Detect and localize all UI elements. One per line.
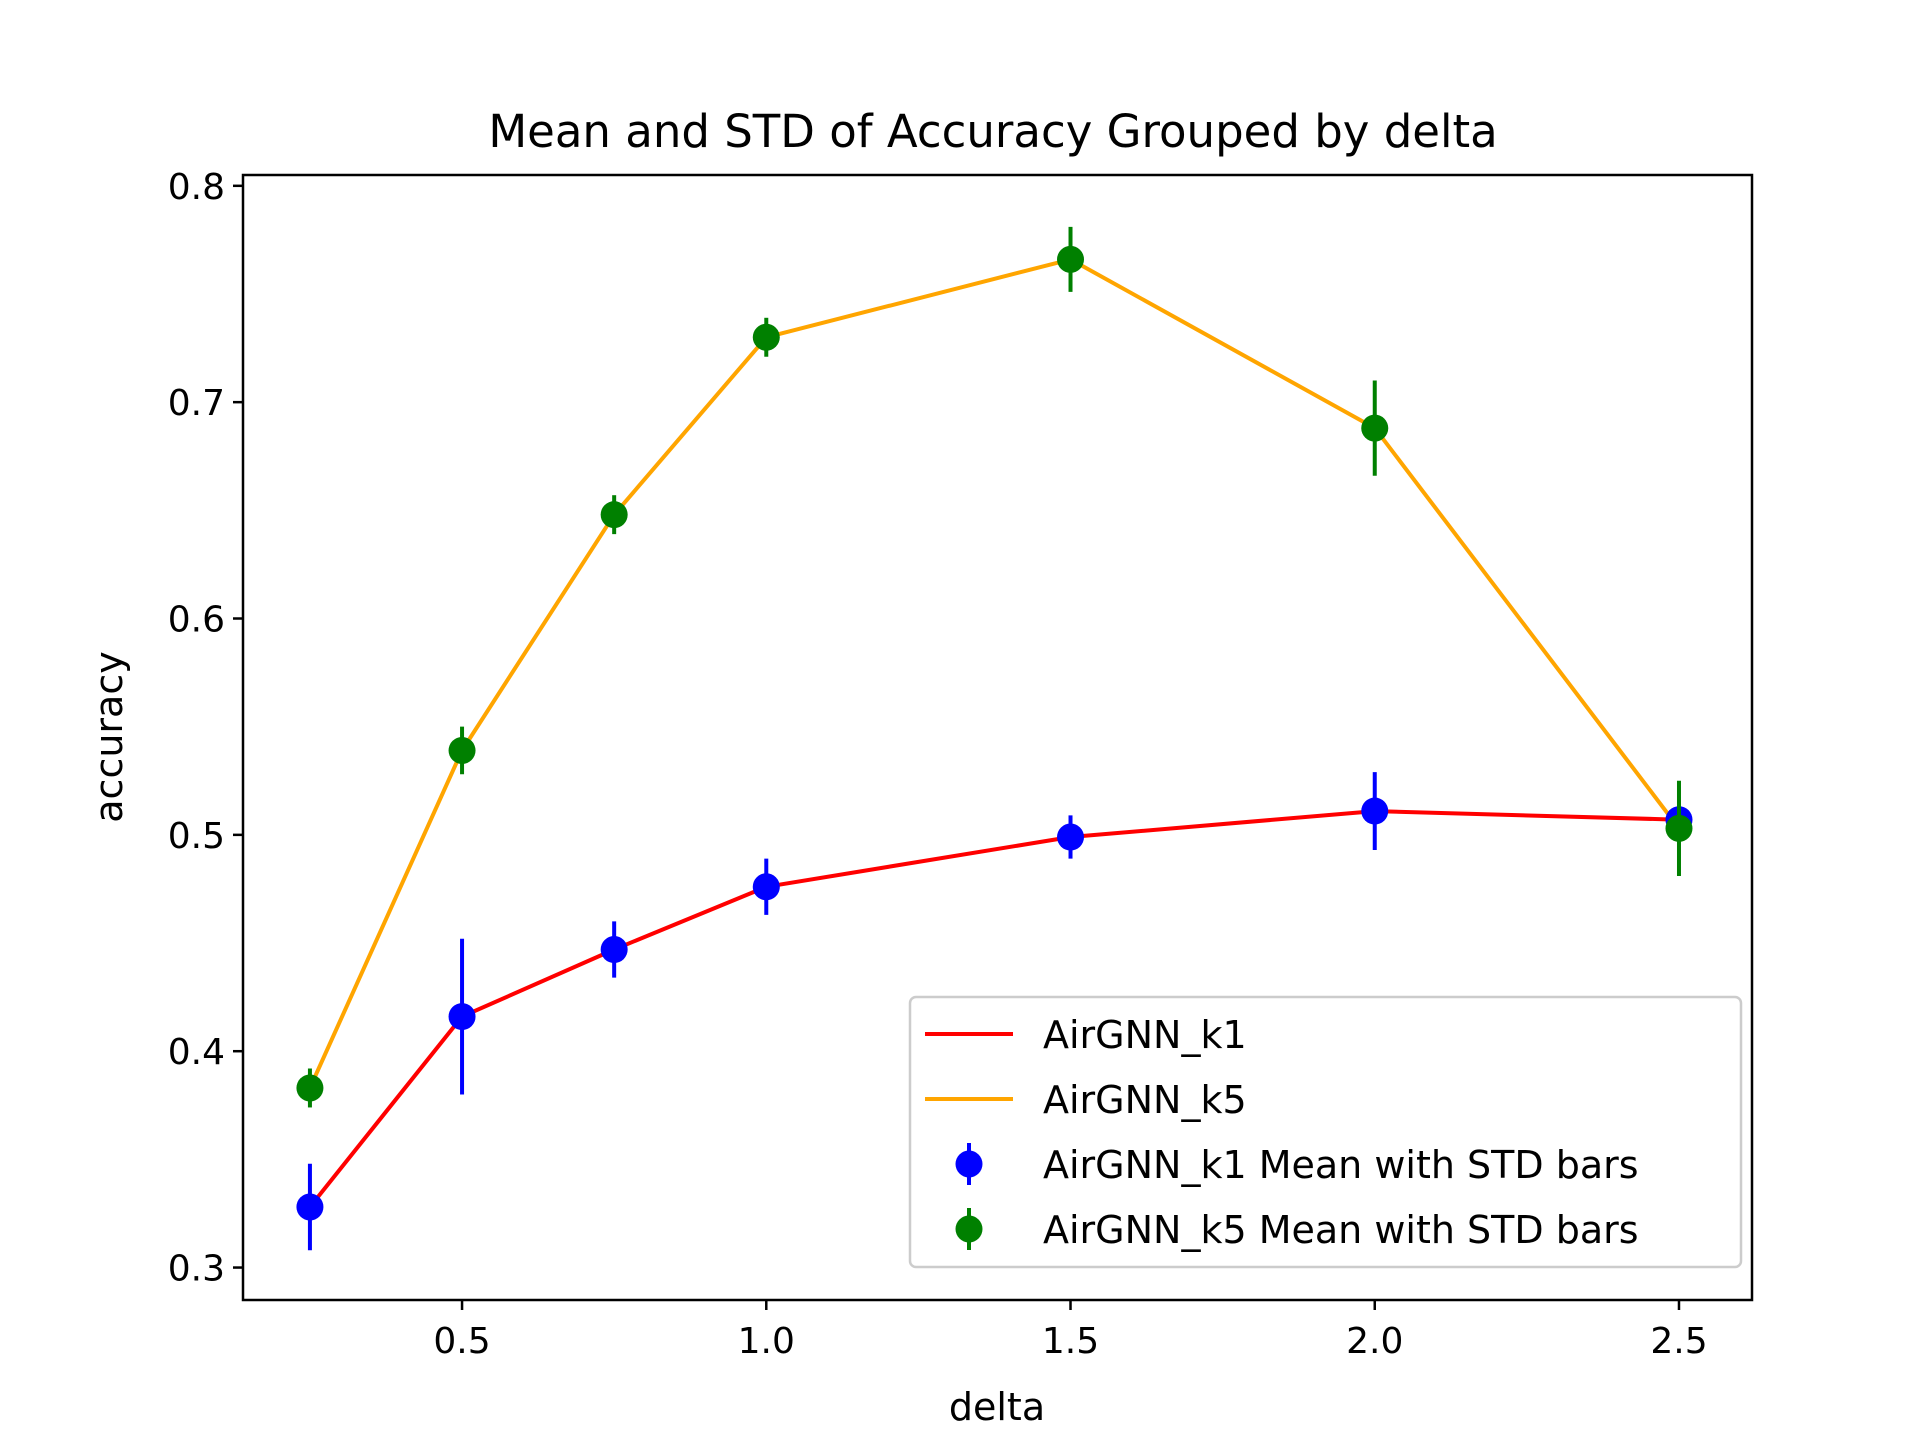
x-tick-label: 2.5 (1650, 1321, 1707, 1362)
legend-marker-swatch (955, 1215, 983, 1243)
data-point (752, 323, 780, 351)
x-tick-label: 1.0 (738, 1321, 795, 1362)
series-line-AirGNN_k5 (308, 257, 1681, 1089)
data-point (1057, 823, 1085, 851)
data-point (600, 501, 628, 529)
y-tick-label: 0.8 (168, 167, 225, 208)
plot-frame (241, 173, 1754, 1302)
y-tick-label: 0.4 (168, 1032, 225, 1073)
data-point (1361, 414, 1389, 442)
y-tick-label: 0.3 (168, 1249, 225, 1290)
x-tick-label: 2.0 (1346, 1321, 1403, 1362)
data-point (296, 1193, 324, 1221)
y-axis: 0.3 0.4 0.5 0.6 0.7 0.8 (168, 167, 243, 1290)
data-point (600, 936, 628, 964)
plot-area (296, 226, 1693, 1251)
legend-box (908, 995, 1743, 1269)
legend-label: AirGNN_k1 Mean with STD bars (1043, 1143, 1639, 1187)
legend-marker-swatch (955, 1150, 983, 1178)
y-tick-label: 0.7 (168, 383, 225, 424)
x-axis: 0.5 1.0 1.5 2.0 2.5 (433, 1300, 1708, 1362)
x-tick-label: 0.5 (433, 1321, 490, 1362)
data-point (448, 1003, 476, 1031)
legend-label: AirGNN_k5 (1043, 1078, 1247, 1122)
data-point (1665, 814, 1693, 842)
legend-label: AirGNN_k5 Mean with STD bars (1043, 1208, 1639, 1252)
data-point (1057, 245, 1085, 273)
x-tick-label: 1.5 (1042, 1321, 1099, 1362)
data-point (448, 736, 476, 764)
y-axis-label: accuracy (87, 651, 131, 822)
legend: AirGNN_k1 AirGNN_k5 AirGNN_k1 Mean with ST… (908, 995, 1743, 1269)
chart-title: Mean and STD of Accuracy Grouped by delt… (488, 105, 1497, 158)
data-point (1361, 797, 1389, 825)
y-tick-label: 0.5 (168, 816, 225, 857)
legend-label: AirGNN_k1 (1043, 1013, 1247, 1057)
y-tick-label: 0.6 (168, 600, 225, 641)
data-point (752, 873, 780, 901)
x-axis-label: delta (949, 1385, 1045, 1429)
data-point (296, 1074, 324, 1102)
